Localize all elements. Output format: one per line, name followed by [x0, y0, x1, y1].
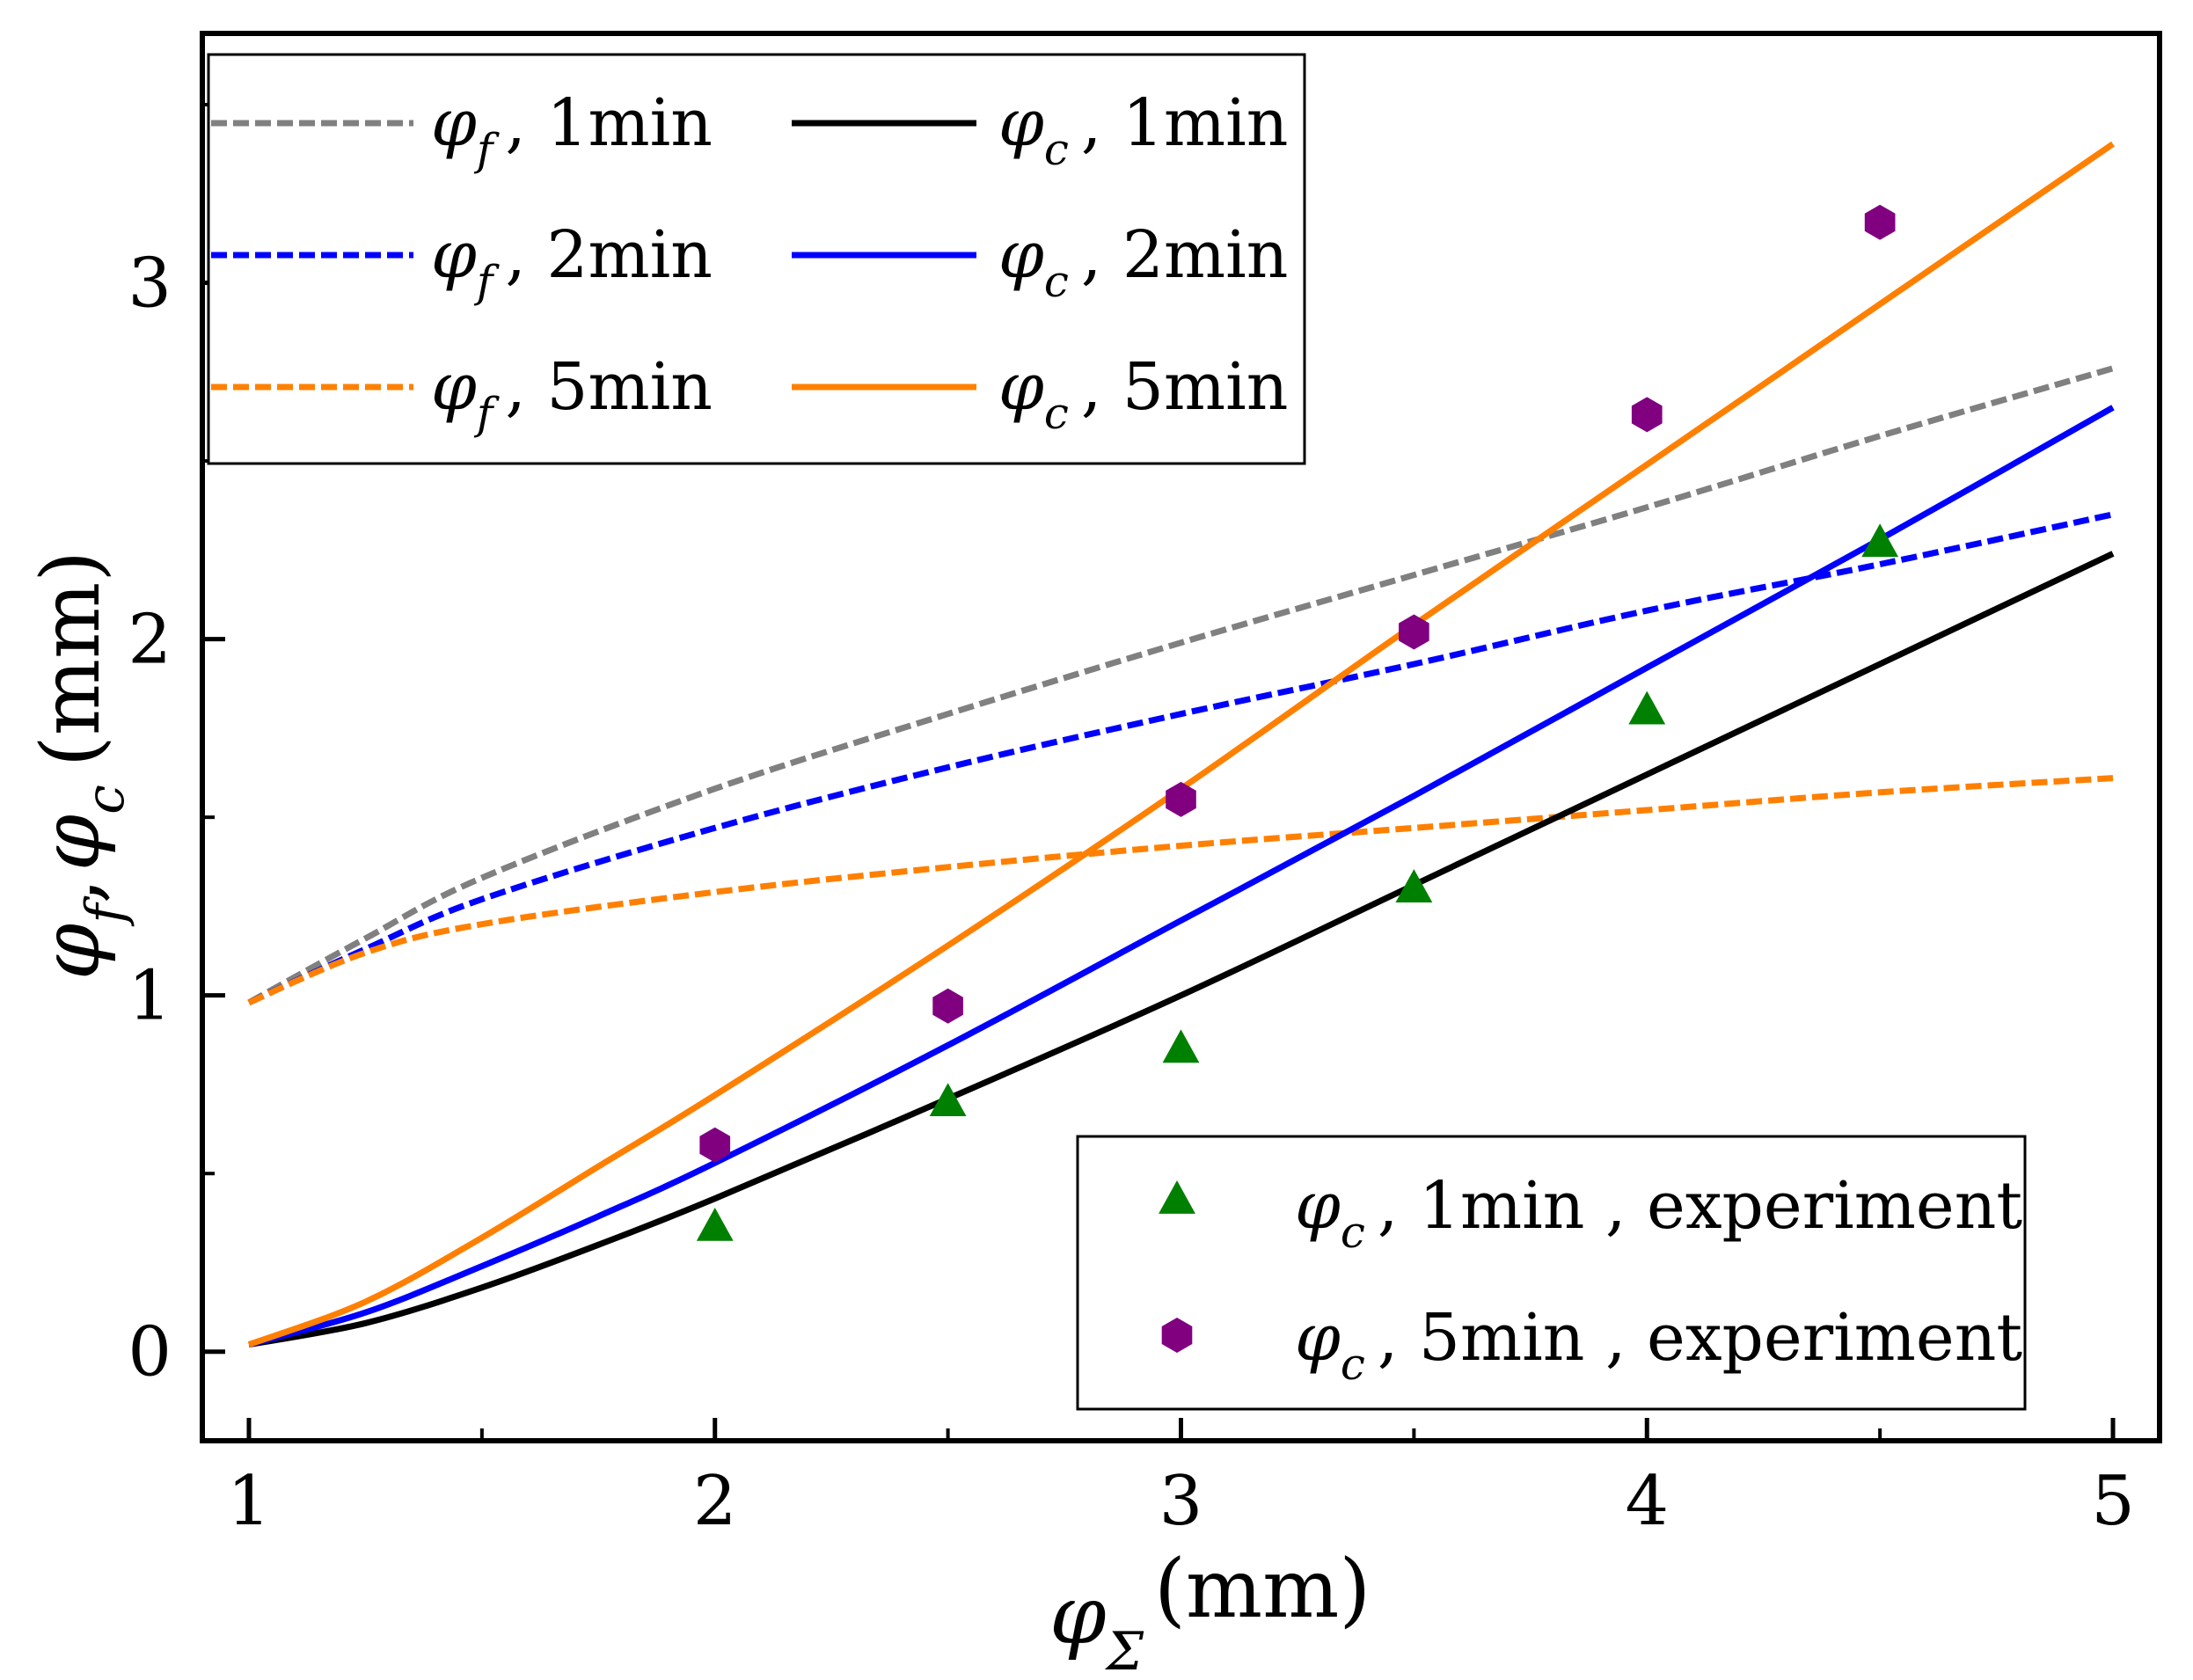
series-layer [247, 141, 2115, 1348]
y-tick-label: 0 [128, 1313, 172, 1392]
legend-entry-phic-1min: φc, 1min [998, 85, 1288, 175]
series-line-phic-1min [248, 551, 2115, 1348]
legend-entry-phic-2min: φc, 2min [998, 217, 1288, 307]
legend-entry-phif-2min: φf, 2min [431, 217, 713, 307]
x-tick-label: 1 [227, 1462, 271, 1541]
legend-entry-phic-5min: φc, 5min [998, 349, 1288, 439]
legend-markers: φc, 1min , experiment φc, 5min , experim… [1076, 1135, 2027, 1411]
legend-marker-hexagon [1161, 1318, 1193, 1353]
series-line-phif-2min [247, 511, 2114, 1005]
legend-marker-samples [1159, 1180, 1195, 1353]
data-point-triangle [1861, 523, 1899, 558]
y-tick-label: 2 [128, 601, 172, 680]
legend-entry-phic-5min-experiment: φc, 5min , experiment [1295, 1300, 2022, 1390]
legend-lines: φf, 1min φc, 1min φf, 2min φc, 2min φf, … [207, 53, 1306, 465]
series-line-phif-1min [247, 365, 2114, 1005]
series-line-phic-2min [248, 405, 2115, 1348]
y-tick-label: 3 [128, 245, 172, 324]
data-point-triangle [1162, 1029, 1200, 1063]
x-axis-unit: (mm) [1154, 1542, 1371, 1636]
x-tick-label: 5 [2091, 1462, 2135, 1541]
legend-lines-samples [211, 120, 976, 391]
points-layer [696, 204, 1899, 1241]
data-point-hexagon [1166, 781, 1196, 817]
data-point-hexagon [1864, 204, 1896, 240]
data-point-triangle [1395, 869, 1433, 902]
y-axis-title: φf,φc(mm) [24, 551, 136, 980]
data-point-hexagon [932, 988, 963, 1024]
legend-entry-phif-5min: φf, 5min [431, 349, 713, 439]
y-tick-label: 1 [128, 957, 172, 1036]
data-point-hexagon [1631, 397, 1663, 433]
data-point-triangle [1628, 690, 1666, 725]
legend-marker-triangle [1159, 1180, 1195, 1214]
series-line-phic-5min [247, 141, 2115, 1348]
legend-markers-box [1076, 1135, 2027, 1411]
data-point-triangle [696, 1207, 734, 1241]
legend-entry-phic-1min-experiment: φc, 1min , experiment [1295, 1168, 2022, 1258]
data-point-triangle [929, 1083, 967, 1117]
x-tick-label: 4 [1625, 1462, 1669, 1541]
x-tick-label: 2 [693, 1462, 737, 1541]
data-point-hexagon [699, 1127, 731, 1163]
x-tick-label: 3 [1159, 1462, 1203, 1541]
data-point-hexagon [1399, 614, 1429, 650]
series-line-phif-5min [247, 775, 2114, 1006]
x-axis-title: φΣ [1049, 1568, 1144, 1680]
